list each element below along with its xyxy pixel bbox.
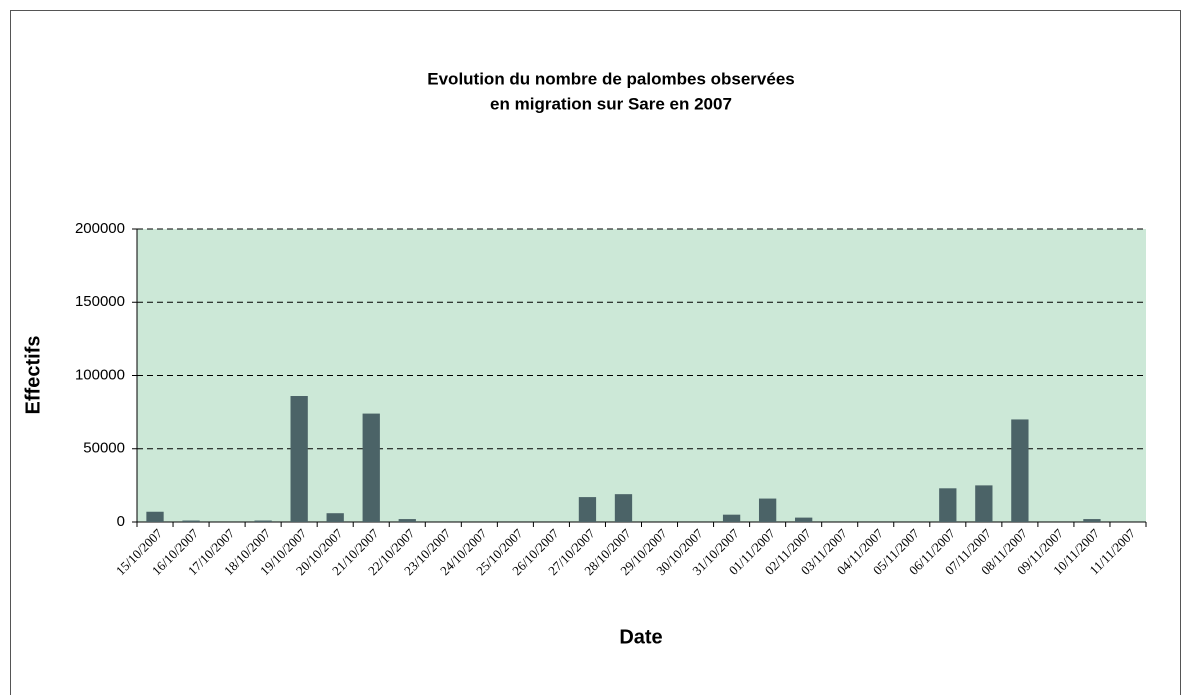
bar: [146, 511, 164, 522]
y-axis-label: Effectifs: [22, 336, 44, 415]
bar: [254, 520, 272, 522]
bar: [1011, 419, 1029, 522]
bar: [1083, 519, 1101, 522]
y-tick-label: 50000: [83, 440, 125, 457]
bar: [326, 513, 344, 522]
bar: [975, 485, 993, 522]
chart-title: en migration sur Sare en 2007: [490, 94, 732, 113]
bar: [362, 413, 380, 522]
bar: [578, 497, 597, 522]
bar: [290, 396, 308, 522]
chart-title: Evolution du nombre de palombes observée…: [427, 69, 794, 88]
bar: [795, 517, 813, 522]
bar: [182, 520, 200, 522]
bar: [398, 519, 416, 522]
bar: [758, 498, 777, 522]
y-tick-label: 100000: [75, 366, 125, 383]
y-tick-label: 150000: [75, 293, 125, 310]
bar: [722, 514, 741, 522]
y-tick-label: 0: [117, 513, 125, 530]
bar: [614, 494, 633, 522]
y-tick-label: 200000: [75, 220, 125, 237]
x-axis-label: Date: [619, 626, 662, 648]
bar: [939, 488, 957, 522]
